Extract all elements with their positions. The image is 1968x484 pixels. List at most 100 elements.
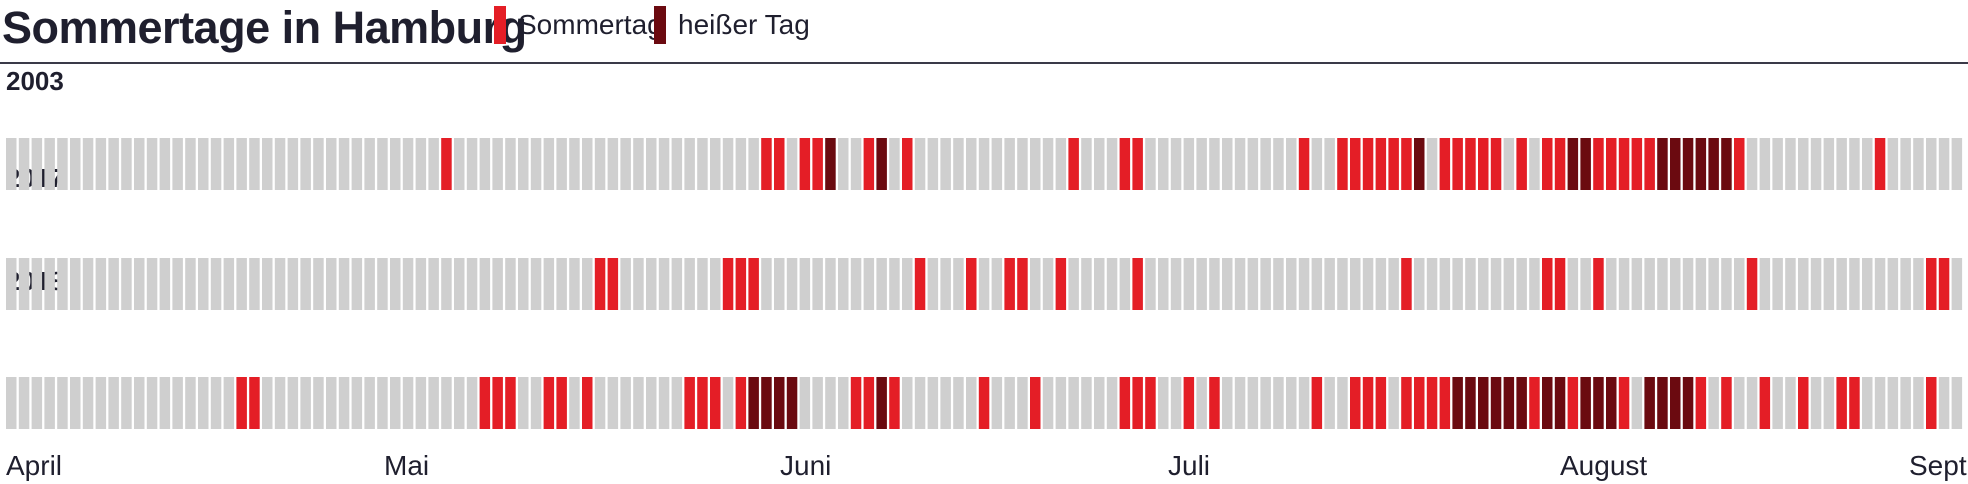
day-cell-2018-143-sommertag	[1836, 377, 1847, 429]
day-cell-2017-14-none	[185, 258, 196, 310]
day-cell-2017-121-sommertag	[1554, 258, 1566, 310]
day-cell-2018-62-none	[799, 377, 811, 429]
day-cell-2003-151-none	[1938, 138, 1950, 190]
day-cell-2018-132-sommertag	[1695, 377, 1707, 429]
day-cell-2017-2-none	[31, 258, 43, 310]
day-cell-2003-57-none	[735, 138, 747, 190]
day-cell-2003-28-none	[364, 138, 375, 190]
day-cell-2003-102-none	[1311, 138, 1323, 190]
day-cell-2017-58-sommertag	[748, 258, 759, 310]
day-cell-2018-114-heiss	[1465, 377, 1476, 429]
day-cell-2018-145-none	[1862, 377, 1873, 429]
day-cell-2017-7-none	[95, 258, 107, 310]
day-cell-2003-24-none	[313, 138, 324, 190]
day-cell-2003-7-none	[95, 138, 107, 190]
day-cell-2017-71-sommertag	[914, 258, 926, 310]
day-cell-2018-85-none	[1094, 377, 1105, 429]
day-cell-2003-100-none	[1286, 138, 1297, 190]
day-cell-2003-104-sommertag	[1337, 138, 1348, 190]
day-cell-2003-74-none	[953, 138, 964, 190]
day-cell-2018-63-none	[812, 377, 823, 429]
day-cell-2003-131-heiss	[1682, 138, 1694, 190]
day-cell-2003-123-heiss	[1580, 138, 1591, 190]
day-cell-2003-8-none	[108, 138, 119, 190]
day-cell-2003-77-none	[991, 138, 1003, 190]
day-cell-2017-120-sommertag	[1542, 258, 1553, 310]
day-cell-2003-65-none	[838, 138, 849, 190]
day-cell-2018-31-none	[402, 377, 414, 429]
day-cell-2003-114-sommertag	[1465, 138, 1476, 190]
day-cell-2003-38-none	[492, 138, 503, 190]
day-cell-2018-110-sommertag	[1414, 377, 1425, 429]
day-cell-2003-83-sommertag	[1068, 138, 1079, 190]
day-cell-2018-49-none	[633, 377, 644, 429]
day-cell-2017-67-none	[863, 258, 875, 310]
day-cell-2018-137-sommertag	[1759, 377, 1771, 429]
day-cell-2003-130-heiss	[1670, 138, 1681, 190]
day-cell-2018-123-heiss	[1580, 377, 1591, 429]
day-cell-2017-79-sommertag	[1017, 258, 1028, 310]
day-cell-2018-34-none	[441, 377, 452, 429]
day-cell-2017-55-none	[710, 258, 721, 310]
day-cell-2018-0-none	[6, 377, 17, 429]
day-cell-2018-25-none	[326, 377, 337, 429]
day-cell-2018-130-heiss	[1670, 377, 1681, 429]
day-cell-2017-65-none	[838, 258, 849, 310]
day-cell-2017-22-none	[287, 258, 299, 310]
day-cell-2017-88-sommertag	[1132, 258, 1143, 310]
day-cell-2018-19-sommertag	[249, 377, 260, 429]
day-cell-2017-126-none	[1618, 258, 1630, 310]
day-cell-2003-88-sommertag	[1132, 138, 1143, 190]
day-cell-2003-31-none	[402, 138, 414, 190]
day-cell-2018-117-heiss	[1503, 377, 1515, 429]
day-cell-2003-68-heiss	[876, 138, 887, 190]
day-cell-2018-32-none	[415, 377, 427, 429]
day-cell-2018-120-heiss	[1542, 377, 1553, 429]
day-cell-2018-16-none	[210, 377, 222, 429]
day-cell-2003-59-sommertag	[761, 138, 772, 190]
day-cell-2003-108-sommertag	[1388, 138, 1399, 190]
day-cell-2018-92-sommertag	[1183, 377, 1195, 429]
day-cell-2018-54-sommertag	[697, 377, 708, 429]
day-cell-2017-84-none	[1081, 258, 1092, 310]
day-cell-2003-90-none	[1158, 138, 1169, 190]
day-cell-2003-56-none	[722, 138, 734, 190]
day-cell-2017-114-none	[1465, 258, 1476, 310]
day-cell-2003-98-none	[1260, 138, 1271, 190]
day-cell-2003-152-none	[1951, 138, 1963, 190]
day-cell-2017-99-none	[1273, 258, 1284, 310]
day-cell-2018-124-heiss	[1593, 377, 1604, 429]
day-cell-2017-46-sommertag	[594, 258, 606, 310]
header-divider	[0, 62, 1968, 64]
day-cell-2003-6-none	[82, 138, 94, 190]
day-cell-2018-99-none	[1273, 377, 1284, 429]
day-cell-2017-112-none	[1439, 258, 1451, 310]
day-cell-2003-71-none	[914, 138, 926, 190]
day-cell-2018-59-heiss	[761, 377, 772, 429]
day-cell-2017-51-none	[658, 258, 670, 310]
month-label-sept: Sept	[1909, 450, 1967, 481]
day-cell-2017-147-none	[1887, 258, 1899, 310]
day-cell-2018-14-none	[185, 377, 196, 429]
day-cell-2017-28-none	[364, 258, 375, 310]
day-cell-2003-36-none	[466, 138, 478, 190]
day-cell-2017-124-sommertag	[1593, 258, 1604, 310]
day-cell-2003-4-none	[57, 138, 68, 190]
day-cell-2018-48-none	[620, 377, 631, 429]
day-cell-2003-96-none	[1234, 138, 1246, 190]
day-cell-2017-1-none	[18, 258, 30, 310]
day-cell-2017-21-none	[274, 258, 286, 310]
day-cell-2018-40-none	[518, 377, 529, 429]
day-cell-2017-140-none	[1798, 258, 1809, 310]
day-cell-2003-119-none	[1529, 138, 1540, 190]
day-cell-2017-111-none	[1426, 258, 1438, 310]
day-cell-2017-18-none	[236, 258, 247, 310]
day-cell-2017-93-none	[1196, 258, 1207, 310]
day-cell-2003-95-none	[1222, 138, 1233, 190]
day-cell-2003-103-none	[1324, 138, 1335, 190]
day-cell-2003-16-none	[210, 138, 222, 190]
day-cell-2018-89-sommertag	[1145, 377, 1156, 429]
day-cell-2017-57-sommertag	[735, 258, 747, 310]
day-cell-2018-24-none	[313, 377, 324, 429]
day-cell-2017-146-none	[1874, 258, 1886, 310]
